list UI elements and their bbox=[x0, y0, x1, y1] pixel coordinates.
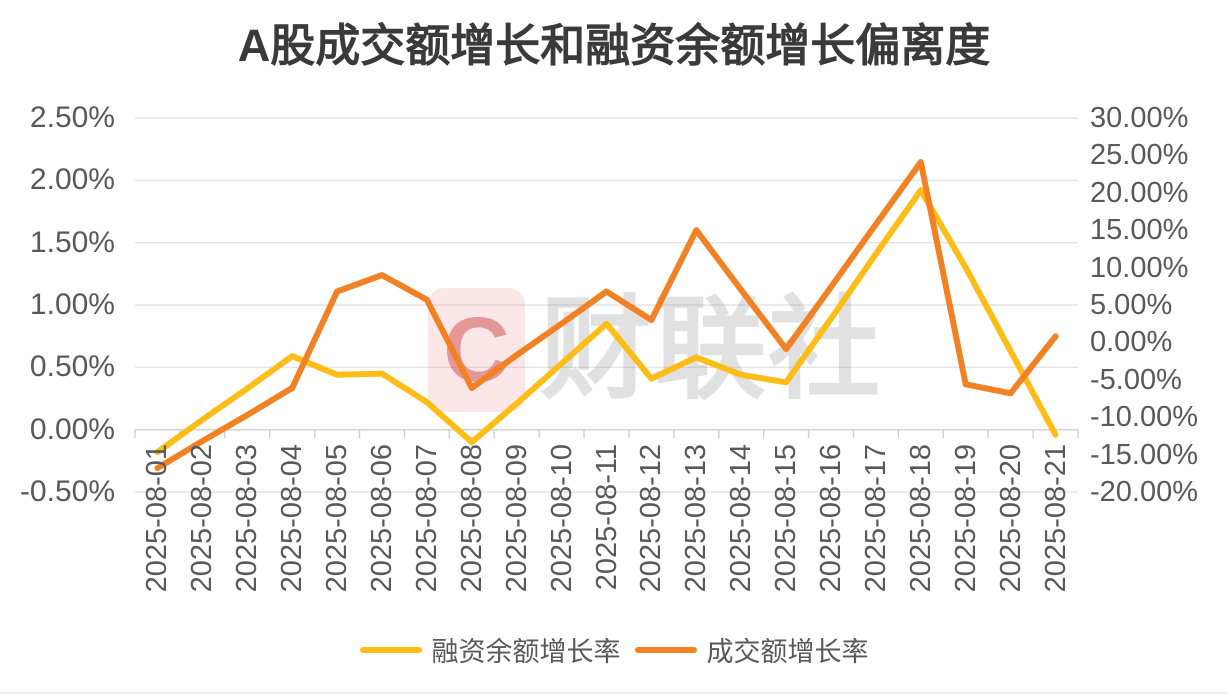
date-axis-label: 2025-08-15 bbox=[770, 444, 803, 593]
date-axis-label: 2025-08-20 bbox=[994, 444, 1027, 593]
right-axis-label: -5.00% bbox=[1090, 363, 1182, 396]
date-axis-label: 2025-08-05 bbox=[321, 444, 354, 593]
left-axis-label: 2.00% bbox=[29, 163, 115, 197]
right-axis-label: 5.00% bbox=[1090, 289, 1173, 321]
right-axis-label: 10.00% bbox=[1090, 251, 1189, 284]
watermark-brand-text: 财联社 bbox=[540, 287, 882, 412]
left-axis-label: 0.50% bbox=[29, 350, 115, 384]
date-axis-label: 2025-08-01 bbox=[141, 444, 174, 593]
date-axis-label: 2025-08-02 bbox=[186, 444, 219, 593]
date-axis-label: 2025-08-11 bbox=[590, 444, 623, 591]
date-axis-label: 2025-08-14 bbox=[725, 444, 758, 593]
right-axis-label: 20.00% bbox=[1090, 176, 1189, 209]
right-axis-label: -10.00% bbox=[1090, 401, 1199, 434]
date-axis-label: 2025-08-07 bbox=[410, 444, 443, 593]
date-axis-label: 2025-08-21 bbox=[1039, 444, 1072, 593]
left-axis-label: 1.00% bbox=[29, 288, 115, 321]
left-axis-label: 0.00% bbox=[29, 412, 115, 446]
legend-item: 融资余额增长率 bbox=[359, 630, 621, 669]
date-axis-label: 2025-08-13 bbox=[680, 444, 713, 593]
date-axis-label: 2025-08-10 bbox=[545, 444, 578, 593]
legend-item: 成交额增长率 bbox=[634, 630, 869, 669]
date-axis-label: 2025-08-19 bbox=[949, 444, 982, 593]
date-axis-label: 2025-08-17 bbox=[859, 444, 892, 593]
left-axis-label: 2.50% bbox=[29, 101, 115, 134]
right-axis-label: 0.00% bbox=[1090, 326, 1173, 359]
date-axis-label: 2025-08-09 bbox=[500, 444, 533, 593]
series-line-left bbox=[154, 187, 1059, 456]
legend-label: 融资余额增长率 bbox=[431, 637, 621, 667]
date-axis-label: 2025-08-08 bbox=[455, 444, 488, 593]
left-axis-label: 1.50% bbox=[29, 225, 115, 259]
legend-label: 成交额增长率 bbox=[706, 637, 869, 667]
right-axis-label: -15.00% bbox=[1090, 438, 1199, 471]
chart-title: A股成交额增长和融资余额增长偏离度 bbox=[237, 20, 991, 71]
date-axis-label: 2025-08-03 bbox=[231, 444, 264, 593]
right-axis-label: 15.00% bbox=[1090, 214, 1189, 247]
date-axis-label: 2025-08-06 bbox=[365, 444, 398, 593]
right-axis-label: -20.00% bbox=[1090, 476, 1199, 508]
right-axis-label: 25.00% bbox=[1090, 139, 1189, 172]
date-axis-label: 2025-08-04 bbox=[276, 444, 309, 593]
left-axis-label: -0.50% bbox=[19, 475, 115, 508]
legend: 融资余额增长率 成交额增长率 bbox=[0, 630, 1228, 669]
legend-swatch-icon bbox=[359, 646, 422, 653]
date-axis-label: 2025-08-16 bbox=[815, 444, 848, 593]
date-axis-label: 2025-08-18 bbox=[904, 444, 937, 593]
legend-swatch-icon bbox=[634, 646, 697, 653]
right-axis-label: 30.00% bbox=[1090, 102, 1189, 134]
series-line-right bbox=[154, 159, 1059, 472]
date-axis-label: 2025-08-12 bbox=[635, 444, 668, 593]
